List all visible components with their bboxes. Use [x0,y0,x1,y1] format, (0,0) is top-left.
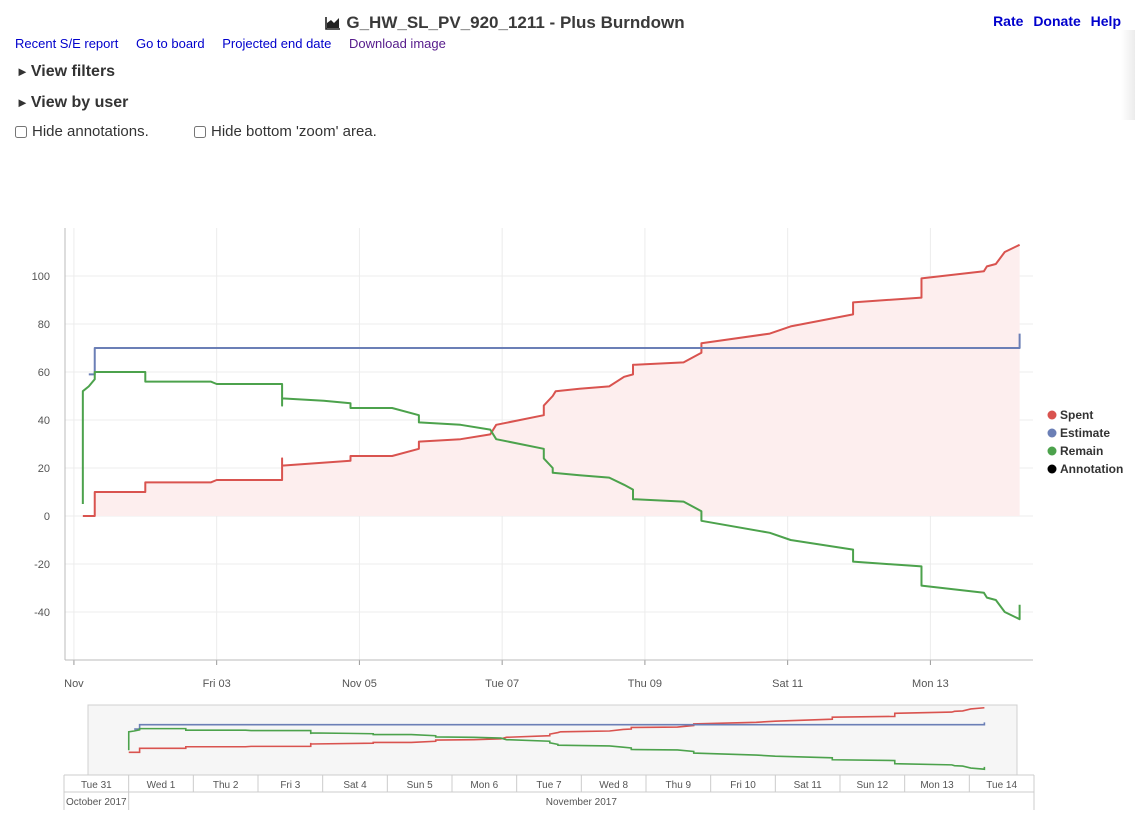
spent-overview-line [128,706,985,754]
report-links: Recent S/E report Go to board Projected … [15,36,460,51]
legend-marker [1047,446,1057,456]
x-tick-label: Mon 13 [912,678,949,690]
x-tick-label: Tue 07 [485,678,519,690]
view-filters-label: View filters [30,63,116,80]
x-tick-label: Fri 03 [203,678,231,690]
timeline-day-label: Thu 2 [213,780,239,791]
y-tick-label: 40 [38,415,50,427]
timeline-day-label: Mon 6 [470,780,498,791]
zoom-overview[interactable] [87,704,1018,776]
page-title: G_HW_SL_PV_920_1211 - Plus Burndown [0,13,1010,33]
legend-marker [1047,428,1057,438]
hide-zoom-checkbox[interactable] [194,125,206,138]
hide-annotations-label: Hide annotations. [32,123,149,140]
legend-label: Estimate [1060,426,1110,440]
x-tick-label: Nov 05 [342,678,377,690]
timeline-day-label: Fri 3 [280,780,300,791]
timeline-axis: Tue 31 Wed 1 Thu 2 Fri 3 Sat 4 Sun 5 Mon 6 Tue … [63,774,1035,810]
timeline-day-label: Mon 13 [920,780,954,791]
y-tick-label: 20 [38,463,50,475]
chart-axes: -40 -20 0 20 40 60 80 100 Nov Fri 03 Nov 05 Tue 07 T… [32,228,1033,690]
legend-label: Spent [1060,408,1093,422]
timeline-day-label: Sun 12 [856,780,888,791]
top-right-links: Rate Donate Help [987,13,1121,29]
view-filters-toggle[interactable]: ► View filters [16,63,115,81]
chart-series [81,243,1021,621]
timeline-day-label: Wed 8 [599,780,628,791]
timeline-day-label: Thu 9 [666,780,692,791]
timeline-month-label: October 2017 [66,797,127,808]
hide-annotations-checkbox[interactable] [15,125,27,138]
timeline-day-label: Wed 1 [147,780,176,791]
zoom-window [87,704,1018,776]
page-title-text: G_HW_SL_PV_920_1211 - Plus Burndown [346,13,685,32]
hide-zoom-option[interactable]: Hide bottom 'zoom' area. [194,123,377,140]
download-image-link[interactable]: Download image [349,36,446,51]
legend-label: Remain [1060,444,1103,458]
help-link[interactable]: Help [1090,13,1121,29]
timeline-day-label: Tue 7 [536,780,562,791]
area-chart-icon [325,17,341,30]
rate-link[interactable]: Rate [993,13,1024,29]
timeline-day-label: Tue 14 [986,780,1017,791]
y-tick-label: -40 [34,607,50,619]
page-edge-shadow [1121,30,1135,120]
legend-label: Annotation [1060,462,1123,476]
x-tick-label: Sat 11 [772,678,803,690]
y-tick-label: 80 [38,319,50,331]
spent-series-line [82,243,1021,517]
hide-zoom-label: Hide bottom 'zoom' area. [211,123,377,140]
timeline-day-label: Sun 5 [407,780,434,791]
remain-overview-line [127,727,986,771]
y-tick-label: -20 [34,559,50,571]
estimate-overview-line [134,722,986,730]
spent-area [82,244,1020,517]
timeline-day-label: Fri 10 [730,780,756,791]
y-tick-label: 100 [32,271,50,283]
recent-se-report-link[interactable]: Recent S/E report [15,36,119,51]
expand-arrow-icon: ► [16,95,29,110]
hide-annotations-option[interactable]: Hide annotations. [15,123,149,140]
estimate-series-line [88,333,1021,376]
y-tick-label: 0 [44,511,50,523]
remain-series-line [81,371,1021,621]
legend-marker [1047,464,1057,474]
view-by-user-toggle[interactable]: ► View by user [16,94,128,112]
timeline-day-label: Tue 31 [81,780,112,791]
chart-legend: Spent Estimate Remain Annotation [1047,408,1123,476]
expand-arrow-icon: ► [16,64,29,79]
y-tick-label: 60 [38,367,50,379]
go-to-board-link[interactable]: Go to board [135,36,205,51]
legend-marker [1047,410,1057,420]
timeline-month-label: November 2017 [546,797,618,808]
x-tick-label: Nov [64,678,84,690]
view-by-user-label: View by user [30,94,129,111]
projected-end-date-link[interactable]: Projected end date [222,36,332,51]
timeline-day-label: Sat 11 [794,780,823,791]
spent-fill-area [82,244,1020,517]
x-tick-label: Thu 09 [628,678,662,690]
timeline-day-label: Sat 4 [343,780,367,791]
donate-link[interactable]: Donate [1033,13,1081,29]
